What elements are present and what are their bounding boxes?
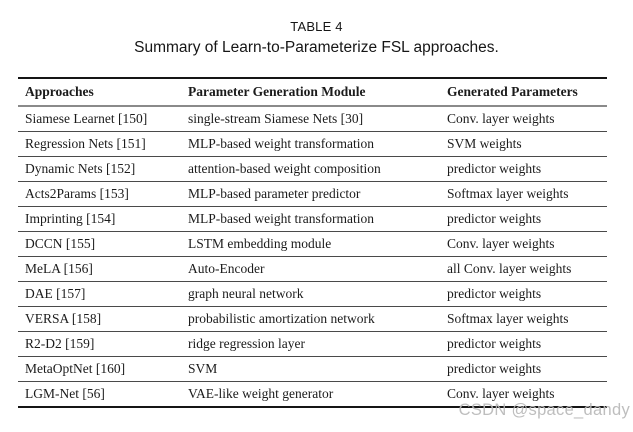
table-row: R2-D2 [159] ridge regression layer predict… (18, 331, 607, 357)
cell-generation-module: Auto-Encoder (181, 256, 440, 282)
table-header: Approaches Parameter Generation Module G… (18, 78, 607, 107)
cell-approach: MeLA [156] (18, 256, 181, 282)
cell-generated-parameters: Softmax layer weights (440, 181, 607, 207)
cell-generation-module: probabilistic amortization network (181, 306, 440, 332)
column-header-parameter-generation-module: Parameter Generation Module (181, 78, 440, 107)
cell-approach: Imprinting [154] (18, 206, 181, 232)
cell-generated-parameters: predictor weights (440, 206, 607, 232)
cell-generated-parameters: Conv. layer weights (447, 386, 555, 401)
approaches-table: Approaches Parameter Generation Module G… (18, 77, 607, 408)
table-row: VERSA [158] probabilistic amortization ne… (18, 306, 607, 332)
table-number-label: TABLE 4 (290, 19, 343, 34)
column-header-approaches: Approaches (18, 78, 181, 107)
cell-approach: DAE [157] (18, 281, 181, 307)
cell-generated-parameters: predictor weights (440, 281, 607, 307)
table-row: Dynamic Nets [152] attention-based weight… (18, 156, 607, 182)
cell-generated-parameters: predictor weights (440, 156, 607, 182)
cell-approach: Acts2Params [153] (18, 181, 181, 207)
table-caption: TABLE 4 Summary of Learn-to-Parameterize… (0, 19, 633, 57)
table-row: Imprinting [154] MLP-based weight transfo… (18, 206, 607, 232)
cell-generation-module: LSTM embedding module (181, 231, 440, 257)
cell-generation-module: MLP-based weight transformation (181, 206, 440, 232)
table-row: Siamese Learnet [150] single-stream Siame… (18, 106, 607, 132)
cell-generation-module: SVM (181, 356, 440, 382)
table-row: Regression Nets [151] MLP-based weight tr… (18, 131, 607, 157)
cell-generation-module: ridge regression layer (181, 331, 440, 357)
cell-generation-module: attention-based weight composition (181, 156, 440, 182)
cell-approach: Siamese Learnet [150] (18, 106, 181, 132)
cell-approach: VERSA [158] (18, 306, 181, 332)
cell-generation-module: graph neural network (181, 281, 440, 307)
cell-generated-parameters: Conv. layer weights (440, 231, 607, 257)
cell-approach: MetaOptNet [160] (18, 356, 181, 382)
cell-approach: R2-D2 [159] (18, 331, 181, 357)
cell-approach: Dynamic Nets [152] (18, 156, 181, 182)
cell-generated-parameters: Conv. layer weights (440, 106, 607, 132)
cell-approach: DCCN [155] (18, 231, 181, 257)
table-title: Summary of Learn-to-Parameterize FSL app… (134, 39, 499, 56)
cell-generated-parameters: SVM weights (440, 131, 607, 157)
cell-generation-module: VAE-like weight generator (188, 386, 334, 401)
cell-generated-parameters: all Conv. layer weights (440, 256, 607, 282)
table-row: DCCN [155] LSTM embedding module Conv. lay… (18, 231, 607, 257)
table-row: LGM-Net [56] VAE-like weight generator Con… (18, 382, 607, 408)
table-body: Siamese Learnet [150] single-stream Siame… (18, 106, 607, 407)
table-row: MetaOptNet [160] SVM predictor weights (18, 356, 607, 382)
cell-generated-parameters: Softmax layer weights (440, 306, 607, 332)
cell-approach: LGM-Net [56] (25, 386, 105, 401)
cell-approach: Regression Nets [151] (18, 131, 181, 157)
table-row: Acts2Params [153] MLP-based parameter pre… (18, 181, 607, 207)
cell-generated-parameters: predictor weights (440, 331, 607, 357)
header-row: Approaches Parameter Generation Module G… (18, 78, 607, 107)
table-row: DAE [157] graph neural network predictor w… (18, 281, 607, 307)
column-header-generated-parameters: Generated Parameters (440, 78, 607, 107)
cell-generated-parameters: predictor weights (440, 356, 607, 382)
table-row: MeLA [156] Auto-Encoder all Conv. layer we… (18, 256, 607, 282)
cell-generation-module: MLP-based weight transformation (181, 131, 440, 157)
cell-generation-module: single-stream Siamese Nets [30] (181, 106, 440, 132)
cell-generation-module: MLP-based parameter predictor (181, 181, 440, 207)
